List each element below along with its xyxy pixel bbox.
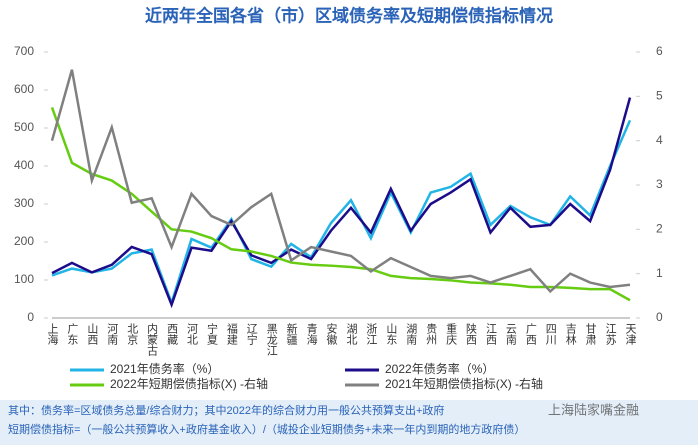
x-tick-label: 天津 — [624, 323, 637, 345]
x-tick-label: 青海 — [305, 323, 318, 346]
x-tick-label: 江西 — [484, 323, 497, 345]
legend-label: 2021年债务率（%） — [110, 361, 219, 376]
series-line — [51, 97, 632, 309]
x-tick-label: 西藏 — [166, 323, 179, 346]
watermark: 上海陆家嘴金融 — [548, 402, 639, 417]
x-tick-label: 河南 — [106, 323, 119, 345]
x-tick-label: 江苏 — [604, 323, 617, 346]
x-tick-label: 四川 — [544, 323, 557, 345]
y-tick-label: 700 — [14, 44, 34, 58]
y-tick-label: 0 — [27, 310, 34, 324]
x-tick-label: 陕西 — [465, 322, 478, 345]
x-tick-label: 安徽 — [325, 322, 338, 346]
x-tick-label: 上海 — [46, 323, 59, 346]
x-tick-label: 河北 — [186, 323, 199, 345]
x-tick-label: 黑龙江 — [265, 323, 278, 356]
x-tick-label: 重庆 — [445, 322, 458, 346]
y2-tick-label: 2 — [656, 222, 663, 236]
x-tick-label: 广西 — [524, 323, 537, 345]
note: 其中：债务率=区域债务总量/综合财力；其中2022年的综合财力用一般公共预算支出… — [8, 403, 444, 417]
x-tick-label: 吉林 — [564, 323, 577, 345]
x-tick-label: 浙江 — [365, 323, 378, 345]
legend-label: 2022年短期偿债指标(X) -右轴 — [110, 376, 268, 391]
y-tick-label: 600 — [14, 82, 34, 96]
legend-label: 2021年短期偿债指标(X) -右轴 — [385, 376, 543, 391]
y2-tick-label: 6 — [656, 44, 663, 58]
y2-tick-label: 1 — [656, 266, 663, 280]
x-tick-label: 山西 — [86, 323, 99, 345]
y-tick-label: 200 — [14, 234, 34, 248]
x-tick-label: 广东 — [66, 323, 79, 345]
notes-background — [0, 400, 698, 445]
x-tick-label: 福建 — [225, 322, 238, 346]
series-line — [51, 119, 632, 307]
x-tick-label: 甘肃 — [584, 323, 597, 346]
x-tick-label: 辽宁 — [245, 323, 258, 345]
chart-title: 近两年全国各省（市）区域债务率及短期偿债指标情况 — [145, 5, 553, 25]
note: 短期偿债指标=（一般公共预算收入+政府基金收入）/（城投企业短期债务+未来一年内… — [8, 422, 525, 436]
series-line — [50, 106, 631, 302]
y-tick-label: 500 — [14, 120, 34, 134]
y2-tick-label: 5 — [656, 89, 663, 103]
x-tick-label: 山东 — [385, 323, 398, 345]
y-tick-label: 300 — [14, 196, 34, 210]
x-tick-label: 贵州 — [425, 323, 438, 345]
x-tick-label: 北京 — [126, 323, 139, 346]
y2-tick-label: 3 — [656, 177, 663, 191]
series-line — [50, 69, 631, 294]
x-tick-label: 内蒙古 — [146, 322, 159, 356]
x-tick-label: 湖北 — [345, 323, 358, 345]
y-tick-label: 400 — [14, 158, 34, 172]
x-tick-label: 新疆 — [285, 322, 298, 345]
legend-label: 2022年债务率（%） — [385, 361, 494, 376]
y2-tick-label: 4 — [656, 133, 663, 147]
x-tick-label: 云南 — [504, 323, 517, 345]
x-tick-label: 湖南 — [405, 323, 418, 345]
x-tick-label: 宁夏 — [205, 322, 218, 345]
y2-tick-label: 0 — [656, 310, 663, 324]
y-tick-label: 100 — [14, 272, 34, 286]
